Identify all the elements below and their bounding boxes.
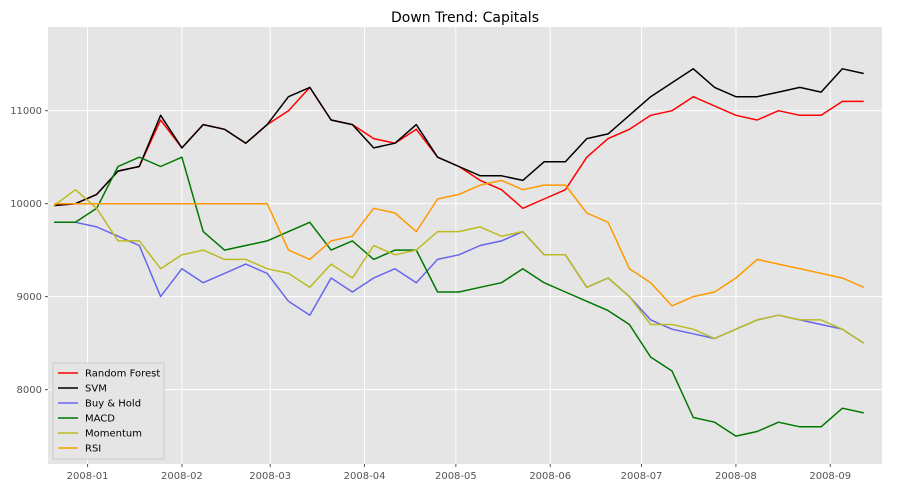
legend-label: MACD — [85, 414, 115, 425]
x-tick-label: 2008-02 — [161, 471, 203, 482]
x-tick-label: 2008-06 — [529, 471, 571, 482]
legend-box — [52, 362, 165, 460]
series-line-momentum — [53, 188, 865, 344]
y-tick-label: 8000 — [17, 385, 42, 396]
series-layer — [53, 68, 865, 437]
series-line-rsi — [54, 179, 865, 307]
legend-label: Random Forest — [85, 369, 160, 380]
legend-label: Momentum — [85, 429, 142, 440]
x-axis-ticks: 2008-01 2008-02 2008-03 2008-04 2008-05 2008-… — [67, 464, 851, 482]
legend-label: RSI — [85, 444, 101, 455]
x-tick-label: 2008-05 — [435, 471, 477, 482]
y-tick-label: 9000 — [17, 292, 42, 303]
legend-label: Buy & Hold — [85, 399, 141, 410]
y-tick-label: 11000 — [10, 106, 42, 117]
legend-label: SVM — [85, 384, 107, 395]
x-tick-label: 2008-04 — [344, 471, 386, 482]
x-tick-label: 2008-08 — [715, 471, 757, 482]
chart-title: Down Trend: Capitals — [391, 10, 539, 26]
x-tick-label: 2008-03 — [249, 471, 291, 482]
x-tick-label: 2008-01 — [67, 471, 109, 482]
legend: Random Forest SVM Buy & Hold MACD Momentum RS… — [52, 362, 165, 460]
x-tick-label: 2008-07 — [621, 471, 663, 482]
y-tick-label: 10000 — [10, 199, 42, 210]
y-axis-ticks: 8000 9000 10000 11000 — [10, 106, 48, 396]
plot-area — [48, 27, 882, 464]
series-line-svm — [54, 68, 864, 207]
series-line-macd — [54, 156, 864, 437]
x-tick-label: 2008-09 — [809, 471, 851, 482]
